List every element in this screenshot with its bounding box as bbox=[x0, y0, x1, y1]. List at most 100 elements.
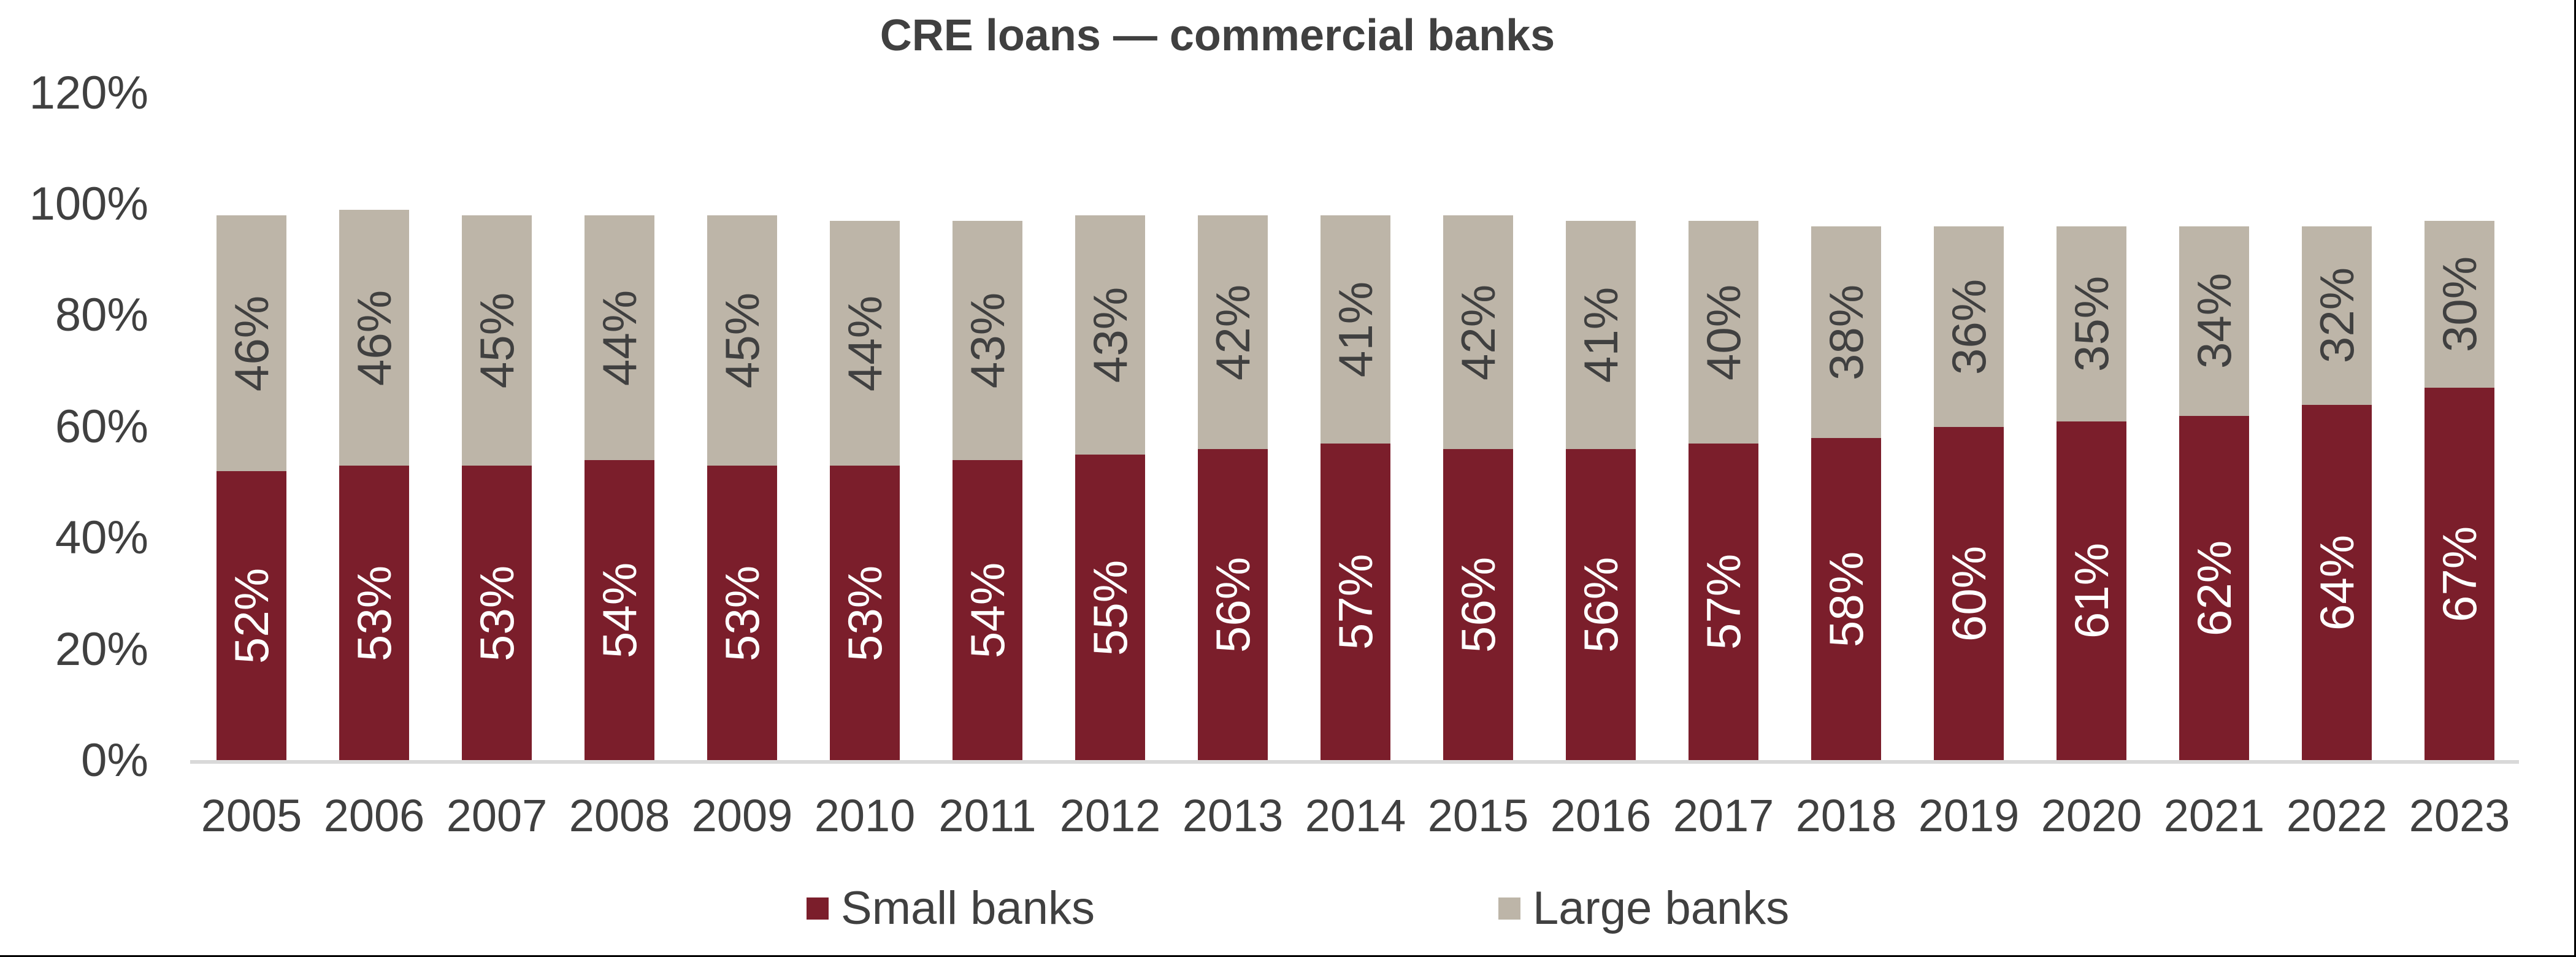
data-label: 38% bbox=[1819, 284, 1873, 380]
bar-segment-large-banks: 46% bbox=[339, 210, 409, 466]
data-label: 54% bbox=[592, 563, 646, 659]
data-label: 34% bbox=[2187, 273, 2241, 369]
y-tick-label: 40% bbox=[55, 512, 148, 564]
x-tick-label: 2019 bbox=[1918, 790, 2020, 841]
x-tick-label: 2018 bbox=[1795, 790, 1897, 841]
data-label: 53% bbox=[347, 565, 401, 661]
data-label: 30% bbox=[2432, 256, 2486, 353]
legend-label: Large banks bbox=[1533, 882, 1790, 934]
x-tick-label: 2023 bbox=[2409, 790, 2510, 841]
bar-segment-large-banks: 43% bbox=[1075, 215, 1145, 455]
bar-segment-large-banks: 36% bbox=[1934, 226, 2004, 427]
y-tick-label: 0% bbox=[81, 734, 148, 786]
data-label: 53% bbox=[838, 565, 892, 661]
data-label: 41% bbox=[1574, 287, 1628, 383]
bar-segment-small-banks: 54% bbox=[585, 460, 654, 761]
x-tick-label: 2021 bbox=[2163, 790, 2265, 841]
bar-segment-small-banks: 62% bbox=[2179, 415, 2249, 761]
x-tick-label: 2008 bbox=[569, 790, 670, 841]
data-label: 43% bbox=[960, 293, 1014, 389]
data-label: 46% bbox=[347, 290, 401, 386]
data-label: 54% bbox=[960, 563, 1014, 659]
data-label: 42% bbox=[1451, 284, 1505, 380]
bar-segment-large-banks: 44% bbox=[830, 221, 900, 466]
bar-segment-small-banks: 61% bbox=[2057, 421, 2126, 761]
bar-segment-large-banks: 44% bbox=[585, 215, 654, 461]
bar-segment-large-banks: 41% bbox=[1566, 221, 1636, 450]
data-label: 56% bbox=[1574, 556, 1628, 653]
bar-segment-small-banks: 52% bbox=[217, 471, 286, 761]
legend-item-large-banks: Large banks bbox=[1498, 882, 1790, 934]
bar-segment-small-banks: 56% bbox=[1566, 449, 1636, 761]
x-tick-label: 2007 bbox=[446, 790, 548, 841]
legend-item-small-banks: Small banks bbox=[807, 885, 1095, 932]
bar-segment-small-banks: 54% bbox=[953, 460, 1022, 761]
data-label: 40% bbox=[1696, 284, 1750, 380]
x-tick-label: 2013 bbox=[1182, 790, 1284, 841]
bar-segment-large-banks: 42% bbox=[1198, 215, 1268, 450]
data-label: 45% bbox=[715, 293, 769, 389]
bar-segment-large-banks: 42% bbox=[1443, 215, 1513, 450]
bar-segment-large-banks: 45% bbox=[707, 215, 777, 466]
data-label: 56% bbox=[1206, 556, 1260, 653]
bar-segment-small-banks: 58% bbox=[1811, 437, 1881, 761]
bar-segment-small-banks: 53% bbox=[830, 466, 900, 761]
x-tick-label: 2012 bbox=[1059, 790, 1161, 841]
y-tick-label: 60% bbox=[55, 400, 148, 453]
data-label: 36% bbox=[1942, 279, 1996, 375]
bar-segment-large-banks: 40% bbox=[1689, 221, 1758, 444]
bar-segment-large-banks: 38% bbox=[1811, 226, 1881, 438]
data-label: 53% bbox=[470, 565, 524, 661]
bar-segment-small-banks: 57% bbox=[1321, 444, 1390, 761]
data-label: 57% bbox=[1328, 554, 1382, 650]
legend-swatch-small-banks bbox=[807, 897, 829, 920]
bar-segment-large-banks: 43% bbox=[953, 221, 1022, 461]
legend-swatch-large-banks bbox=[1498, 897, 1520, 920]
bar-segment-small-banks: 67% bbox=[2425, 388, 2494, 761]
data-label: 44% bbox=[838, 295, 892, 391]
bar-segment-small-banks: 56% bbox=[1198, 449, 1268, 761]
data-label: 46% bbox=[224, 295, 278, 391]
data-label: 35% bbox=[2064, 275, 2118, 372]
x-tick-label: 2011 bbox=[938, 790, 1037, 841]
x-tick-label: 2014 bbox=[1305, 790, 1406, 841]
data-label: 41% bbox=[1328, 281, 1382, 378]
data-label: 61% bbox=[2064, 543, 2118, 639]
data-label: 56% bbox=[1451, 556, 1505, 653]
x-tick-label: 2006 bbox=[323, 790, 425, 841]
x-tick-label: 2020 bbox=[2041, 790, 2142, 841]
y-tick-label: 100% bbox=[29, 178, 148, 230]
data-label: 55% bbox=[1083, 559, 1137, 656]
bar-segment-small-banks: 53% bbox=[339, 466, 409, 761]
bar-segment-small-banks: 53% bbox=[462, 466, 532, 761]
bar-segment-small-banks: 55% bbox=[1075, 455, 1145, 761]
data-label: 32% bbox=[2310, 267, 2364, 364]
bar-segment-small-banks: 53% bbox=[707, 466, 777, 761]
bar-segment-large-banks: 34% bbox=[2179, 226, 2249, 416]
data-label: 42% bbox=[1206, 284, 1260, 380]
data-label: 57% bbox=[1696, 554, 1750, 650]
x-axis-line bbox=[190, 760, 2519, 764]
bar-segment-large-banks: 41% bbox=[1321, 215, 1390, 444]
bar-segment-small-banks: 64% bbox=[2302, 404, 2372, 761]
bar-segment-small-banks: 57% bbox=[1689, 444, 1758, 761]
x-tick-label: 2017 bbox=[1673, 790, 1774, 841]
y-tick-label: 20% bbox=[55, 623, 148, 675]
bar-segment-large-banks: 46% bbox=[217, 215, 286, 472]
y-tick-label: 80% bbox=[55, 289, 148, 342]
data-label: 44% bbox=[592, 290, 646, 386]
x-tick-label: 2010 bbox=[814, 790, 916, 841]
x-tick-label: 2009 bbox=[691, 790, 793, 841]
data-label: 43% bbox=[1083, 287, 1137, 383]
data-label: 60% bbox=[1942, 545, 1996, 642]
bar-segment-large-banks: 30% bbox=[2425, 221, 2494, 388]
bar-segment-large-banks: 35% bbox=[2057, 226, 2126, 421]
x-tick-label: 2016 bbox=[1550, 790, 1652, 841]
data-label: 45% bbox=[470, 293, 524, 389]
x-tick-label: 2022 bbox=[2286, 790, 2388, 841]
bar-segment-small-banks: 60% bbox=[1934, 426, 2004, 761]
data-label: 53% bbox=[715, 565, 769, 661]
data-label: 58% bbox=[1819, 551, 1873, 648]
data-label: 67% bbox=[2432, 526, 2486, 623]
